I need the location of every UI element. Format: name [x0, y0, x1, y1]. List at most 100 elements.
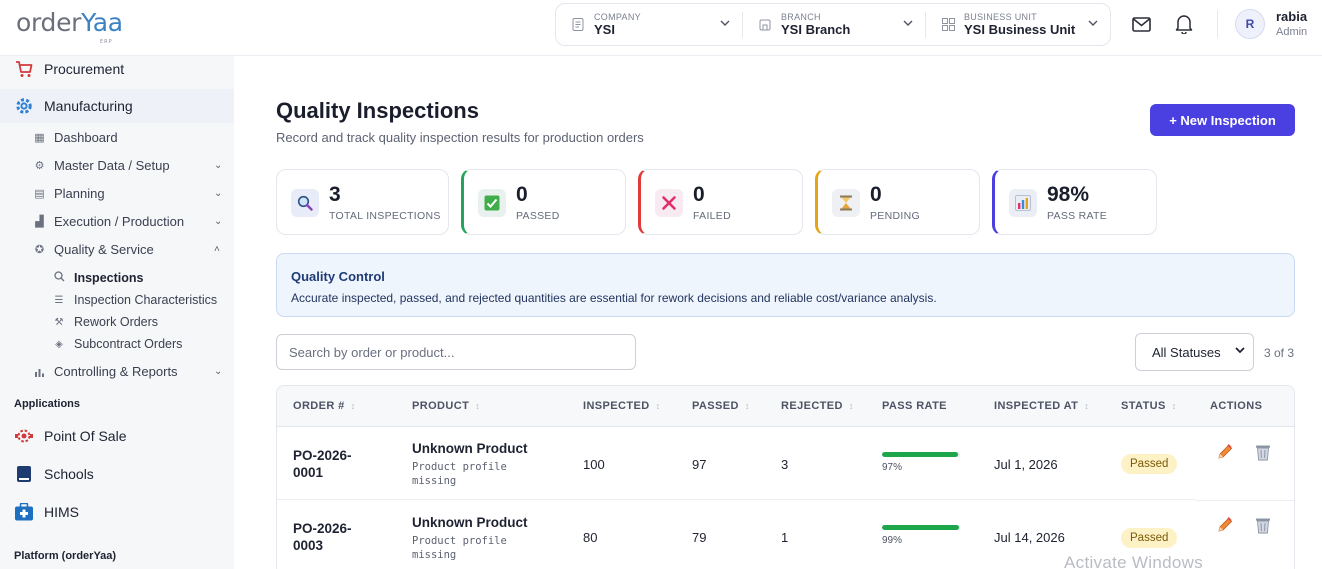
badge-check-icon: ✪	[34, 243, 45, 256]
delete-icon[interactable]	[1253, 515, 1273, 535]
dashboard-icon: ▦	[34, 131, 45, 144]
sort-icon: ↕	[350, 401, 356, 411]
inspections-table: ORDER # ↕ PRODUCT ↕ INSPECTED ↕ PASSED ↕ REJ…	[276, 385, 1295, 569]
passed-qty: 97	[692, 457, 707, 472]
sidebar-item-label: Execution / Production	[54, 213, 185, 229]
inspected-at: Jul 14, 2026	[994, 530, 1065, 545]
bar-chart-icon	[33, 365, 46, 378]
sidebar-item-label: Planning	[54, 185, 105, 201]
sidebar-item-point-of-sale[interactable]: Point Of Sale	[0, 419, 234, 453]
list-icon: ☰	[54, 294, 64, 306]
calendar-icon: ▤	[34, 187, 45, 200]
sidebar-item-planning[interactable]: ▤ Planning ⌄	[0, 182, 234, 204]
table-row[interactable]: PO-2026- 0001 Unknown Product Product pro…	[277, 427, 1294, 500]
chevron-down-icon	[1088, 18, 1098, 30]
sidebar-item-inspection-characteristics[interactable]: ☰ Inspection Characteristics	[0, 290, 234, 310]
delete-icon[interactable]	[1253, 442, 1273, 462]
sort-icon: ↕	[848, 401, 854, 411]
stat-card-passed: 0 PASSED	[461, 169, 626, 235]
medical-kit-icon	[14, 502, 34, 522]
sidebar-item-master-data[interactable]: ⚙ Master Data / Setup ⌄	[0, 154, 234, 176]
stat-value: 0	[693, 183, 705, 206]
status-filter-select[interactable]: All Statuses	[1135, 333, 1254, 371]
stat-card-failed: 0 FAILED	[638, 169, 803, 235]
sidebar-item-schools[interactable]: Schools	[0, 457, 234, 491]
sort-icon: ↕	[1171, 401, 1177, 411]
app-logo[interactable]: orderYaa ERP	[16, 8, 123, 45]
column-header-inspected-at[interactable]: INSPECTED AT ↕	[994, 400, 1090, 412]
cart-icon	[14, 59, 34, 79]
bell-icon[interactable]	[1173, 13, 1195, 35]
result-count: 3 of 3	[1264, 346, 1295, 360]
column-header-status[interactable]: STATUS ↕	[1121, 400, 1177, 412]
new-inspection-button[interactable]: + New Inspection	[1150, 104, 1295, 136]
user-role: Admin	[1276, 26, 1308, 38]
stat-value: 0	[870, 183, 882, 206]
sidebar-item-label: Rework Orders	[74, 315, 159, 329]
company-value: YSI	[594, 22, 615, 37]
column-header-passed[interactable]: PASSED ↕	[692, 400, 750, 412]
chevron-down-icon: ⌄	[214, 159, 223, 171]
stat-label: PASSED	[516, 210, 560, 222]
sidebar-item-inspections[interactable]: Inspections	[0, 268, 234, 288]
status-badge: Passed	[1121, 528, 1178, 548]
edit-icon[interactable]	[1215, 515, 1235, 535]
column-header-actions: ACTIONS	[1210, 400, 1263, 412]
sidebar-item-label: Quality & Service	[54, 241, 154, 257]
sidebar-item-procurement[interactable]: Procurement	[0, 52, 234, 86]
sidebar-item-label: Inspections	[74, 271, 144, 285]
column-header-product[interactable]: PRODUCT ↕	[412, 400, 481, 412]
sidebar-item-quality[interactable]: ✪ Quality & Service ˄	[0, 238, 234, 260]
chevron-down-icon	[903, 18, 913, 30]
table-row[interactable]: PO-2026- 0003 Unknown Product Product pro…	[277, 501, 1294, 569]
sidebar-item-subcontract-orders[interactable]: ◈ Subcontract Orders	[0, 334, 234, 354]
divider	[1217, 10, 1218, 38]
sidebar-item-hims[interactable]: HIMS	[0, 495, 234, 529]
sidebar-item-label: Inspection Characteristics	[74, 293, 218, 307]
business-unit-selector[interactable]: BUSINESS UNIT YSI Business Unit	[926, 4, 1110, 45]
avatar[interactable]: R	[1235, 9, 1265, 39]
product-note: Product profile missing	[412, 535, 507, 561]
passed-qty: 79	[692, 530, 707, 545]
document-icon	[572, 18, 584, 31]
branch-selector[interactable]: BRANCH YSI Branch	[743, 4, 925, 45]
sidebar-item-manufacturing[interactable]: Manufacturing	[0, 89, 234, 123]
sidebar-item-label: Dashboard	[54, 129, 118, 145]
product-note: Product profile missing	[412, 461, 507, 487]
business-unit-label: BUSINESS UNIT	[964, 12, 1037, 22]
quality-control-notice: Quality Control Accurate inspected, pass…	[276, 253, 1295, 317]
sidebar-item-dashboard[interactable]: ▦ Dashboard	[0, 126, 234, 148]
sidebar-item-execution[interactable]: ▟ Execution / Production ⌄	[0, 210, 234, 232]
sidebar-item-rework-orders[interactable]: ⚒ Rework Orders	[0, 312, 234, 332]
branch-value: YSI Branch	[781, 22, 851, 37]
mail-icon[interactable]	[1130, 13, 1152, 35]
page-title: Quality Inspections	[276, 98, 479, 123]
edit-icon[interactable]	[1215, 442, 1235, 462]
context-selector: COMPANY YSI BRANCH YSI Branch	[555, 3, 1111, 46]
table-header: ORDER # ↕ PRODUCT ↕ INSPECTED ↕ PASSED ↕ REJ…	[277, 386, 1294, 427]
rejected-qty: 1	[781, 530, 789, 545]
hourglass-icon	[832, 189, 860, 217]
company-selector[interactable]: COMPANY YSI	[556, 4, 742, 45]
sidebar-item-controlling[interactable]: Controlling & Reports ⌄	[0, 360, 234, 382]
column-header-rejected[interactable]: REJECTED ↕	[781, 400, 854, 412]
order-number: PO-2026- 0001	[293, 448, 352, 480]
factory-icon: ▟	[35, 215, 44, 228]
column-header-inspected[interactable]: INSPECTED ↕	[583, 400, 661, 412]
notice-text: Accurate inspected, passed, and rejected…	[291, 291, 937, 305]
sidebar-item-label: Subcontract Orders	[74, 337, 183, 351]
sidebar-item-label: HIMS	[44, 504, 79, 520]
pass-rate-bar	[882, 452, 960, 457]
inspected-at: Jul 1, 2026	[994, 457, 1058, 472]
search-input[interactable]	[276, 334, 636, 370]
stat-card-pending: 0 PENDING	[815, 169, 980, 235]
stat-value: 98%	[1047, 183, 1090, 206]
stat-label: TOTAL INSPECTIONS	[329, 210, 441, 222]
column-header-order[interactable]: ORDER # ↕	[293, 400, 356, 412]
notice-title: Quality Control	[291, 269, 385, 284]
product-name: Unknown Product	[412, 441, 528, 456]
sort-icon: ↕	[655, 401, 661, 411]
sort-icon: ↕	[1084, 401, 1090, 411]
stat-label: PENDING	[870, 210, 920, 222]
stat-card-pass-rate: 98% PASS RATE	[992, 169, 1157, 235]
